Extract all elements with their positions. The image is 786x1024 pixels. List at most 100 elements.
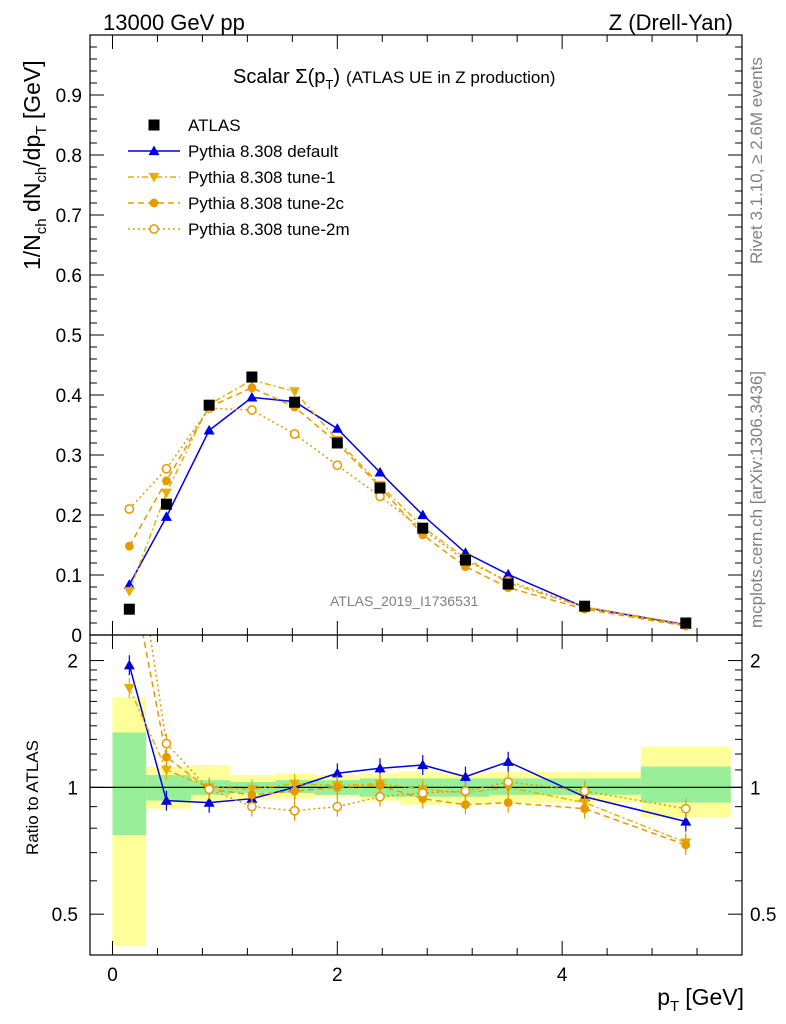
series-point-ratio	[375, 781, 385, 790]
header-process-label: Z (Drell-Yan)	[609, 10, 733, 35]
y-tick-label: 0.5	[56, 326, 82, 347]
ratio-tick-label-right: 2	[750, 652, 761, 673]
series-point-ratio	[332, 801, 343, 812]
legend-label-atlas: ATLAS	[188, 116, 241, 135]
series-point-ratio	[459, 771, 471, 781]
source-label: mcplots.cern.ch [arXiv:1306.3436]	[747, 371, 766, 628]
ratio-uncertainty-bands	[112, 696, 731, 947]
ratio-plot-frame	[89, 634, 743, 956]
y-tick-label: 0	[71, 626, 82, 647]
atlas-data-point	[502, 578, 514, 590]
series-point-ratio	[502, 756, 514, 766]
legend-label-default: Pythia 8.308 default	[188, 142, 339, 161]
ratio-tick-label-left: 2	[67, 652, 78, 673]
reference-data-layer	[123, 371, 692, 629]
series-point-main	[374, 466, 386, 477]
series-point-ratio	[680, 803, 691, 814]
series-line-ratio	[142, 635, 687, 846]
series-point-ratio	[374, 762, 386, 773]
analysis-watermark: ATLAS_2019_I1736531	[330, 593, 479, 609]
series-point-main	[123, 579, 135, 589]
series-point-ratio	[289, 805, 300, 816]
series-point-main	[289, 429, 300, 439]
series-point-ratio	[503, 777, 514, 787]
atlas-data-point	[417, 522, 429, 534]
legend-marker-atlas	[148, 119, 160, 131]
atlas-data-point	[459, 554, 471, 566]
y-tick-label: 0.3	[56, 446, 82, 467]
series-point-main	[160, 511, 172, 521]
header-energy-label: 13000 GeV pp	[103, 10, 245, 35]
series-point-ratio	[417, 788, 428, 798]
atlas-data-point	[680, 617, 692, 629]
series-line-main	[128, 379, 686, 627]
atlas-data-point	[331, 437, 343, 449]
series-point-main	[161, 463, 172, 474]
x-tick-label: 4	[557, 965, 568, 986]
y-tick-label: 0.8	[56, 146, 82, 167]
series-point-main	[332, 460, 343, 471]
legend-label-tune-2c: Pythia 8.308 tune-2c	[188, 194, 344, 213]
ratio-tick-label-right: 0.5	[750, 905, 776, 926]
atlas-data-point	[579, 600, 591, 612]
y-axis-label: 1/Nch dNch/dpT [GeV]	[19, 60, 50, 270]
y-tick-label: 0.6	[56, 266, 82, 287]
legend: ATLAS Pythia 8.308 default Pythia 8.308 …	[128, 116, 350, 239]
series-point-ratio	[460, 786, 471, 796]
ratio-axis-label: Ratio to ATLAS	[23, 740, 42, 855]
series-point-ratio	[681, 840, 691, 850]
series-point-ratio	[332, 782, 342, 792]
series-line-ratio	[149, 635, 686, 812]
legend-marker-0	[148, 145, 160, 156]
series-point-main	[502, 568, 514, 579]
legend-marker-3	[149, 224, 159, 234]
series-line-main	[128, 396, 686, 626]
series-line-main	[128, 386, 686, 627]
series-point-ratio	[375, 791, 385, 802]
series-point-main	[162, 476, 171, 486]
series-point-ratio	[461, 800, 470, 810]
series-point-main	[124, 541, 134, 551]
series-line-ratio	[128, 665, 686, 823]
legend-markers	[128, 119, 180, 234]
series-point-ratio	[160, 795, 172, 805]
series-point-ratio	[123, 684, 135, 694]
atlas-data-point	[203, 399, 215, 411]
chart-title: Scalar Σ(pT) (ATLAS UE in Z production)	[233, 66, 555, 92]
series-point-main	[124, 504, 135, 514]
stat-uncertainty-band	[534, 778, 641, 795]
rivet-version-label: Rivet 3.1.10, ≥ 2.6M events	[747, 57, 766, 264]
series-point-main	[417, 509, 429, 520]
series-point-ratio	[290, 786, 299, 796]
ratio-tick-label-right: 1	[750, 778, 761, 799]
atlas-data-point	[160, 498, 172, 510]
series-point-ratio	[247, 790, 257, 800]
series-point-main	[247, 405, 257, 415]
series-point-ratio	[161, 738, 172, 749]
series-point-ratio	[331, 767, 343, 778]
legend-marker-1	[148, 172, 160, 183]
series-point-ratio	[162, 752, 171, 762]
x-axis-label: pT [GeV]	[657, 984, 744, 1015]
ratio-tick-label-left: 0.5	[52, 905, 78, 926]
series-point-main	[331, 423, 343, 433]
series-point-ratio	[203, 797, 215, 807]
legend-label-tune-1: Pythia 8.308 tune-1	[188, 168, 335, 187]
series-point-main	[123, 587, 135, 597]
ratio-tick-label-left: 1	[67, 778, 78, 799]
legend-label-tune-2m: Pythia 8.308 tune-2m	[188, 220, 350, 239]
series-point-main	[247, 383, 257, 393]
legend-marker-2	[149, 198, 159, 208]
y-tick-label: 0.9	[56, 86, 82, 107]
series-point-ratio	[160, 765, 172, 776]
series-point-main	[246, 391, 258, 402]
series-point-ratio	[580, 804, 590, 814]
stat-uncertainty-band	[112, 732, 147, 836]
series-point-ratio	[417, 759, 429, 770]
series-point-ratio	[204, 784, 215, 795]
atlas-data-point	[123, 603, 135, 615]
series-line-main	[128, 407, 686, 625]
axes-ticks: 0 0.1 0.2 0.3 0.4 0.5 0.6 0.7 0.8 0.9 0 2 4 0.5 0.5 1 1 2…	[52, 34, 776, 986]
series-point-main	[203, 424, 215, 435]
